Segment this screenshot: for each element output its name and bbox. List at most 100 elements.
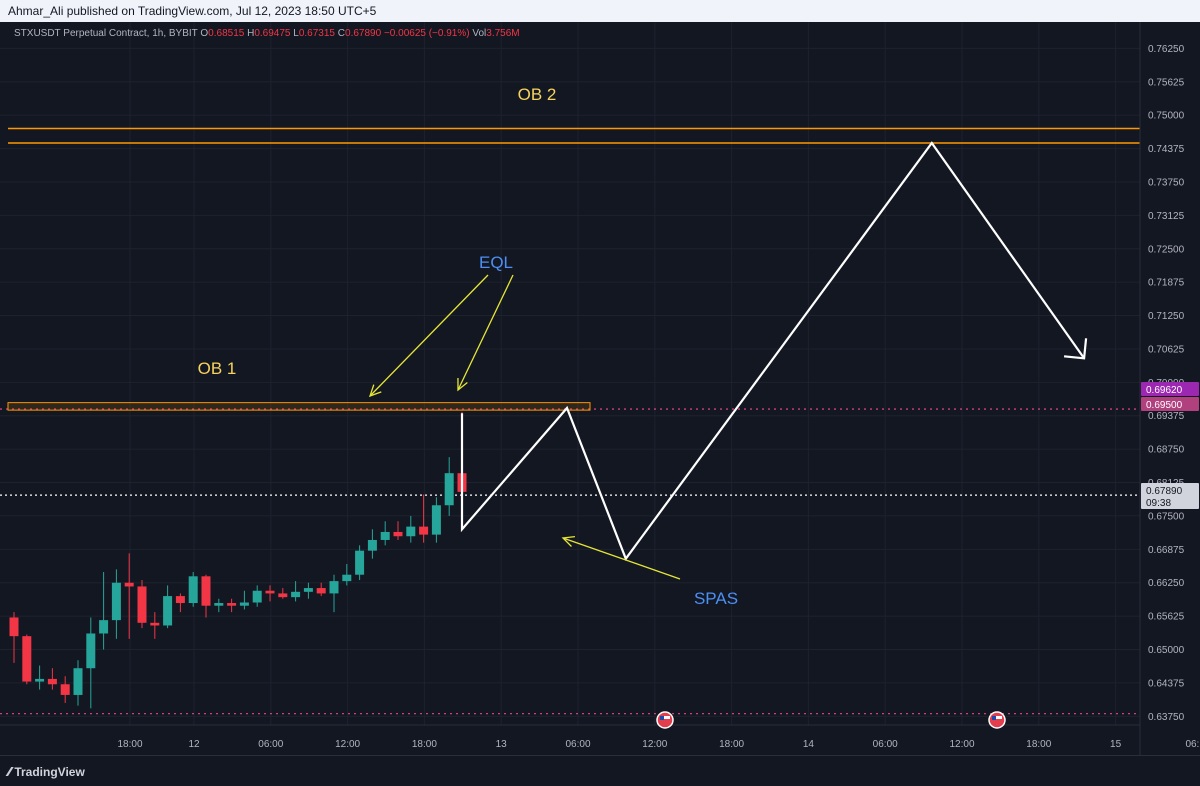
candle-body: [214, 603, 224, 606]
candle-body: [367, 539, 377, 551]
drawings: [460, 141, 1088, 561]
tradingview-logo-icon: ⁄∕: [8, 764, 12, 779]
price-label-text: 0.67890: [1146, 486, 1183, 497]
grid: [0, 22, 1193, 725]
spas-arrow-head: [561, 536, 575, 547]
event-markers: [656, 711, 1006, 729]
price-tick-label: 0.66875: [1148, 545, 1185, 556]
candle-body: [99, 620, 109, 634]
candle-body: [431, 505, 441, 535]
publish-header: Ahmar_Ali published on TradingView.com, …: [0, 0, 1200, 22]
candle-body: [419, 526, 429, 535]
time-tick-label: 06:00: [873, 739, 898, 750]
low-label: L: [293, 28, 299, 39]
price-label-box: [1141, 397, 1199, 411]
time-tick-label: 14: [803, 739, 815, 750]
candle-body: [73, 668, 83, 695]
candle-body: [278, 593, 288, 598]
candle-body: [22, 636, 32, 682]
price-tick-label: 0.69375: [1148, 411, 1185, 422]
candle-body: [47, 678, 57, 685]
chart-canvas[interactable]: OB 2 EQL OB 1 SPAS 0.76250 0.75625 0.75000 0.7…: [0, 22, 1200, 755]
eql-arrow-2-head: [457, 377, 468, 392]
candle-body: [163, 596, 173, 626]
candle-body: [124, 582, 134, 587]
close-value: 0.67890: [345, 28, 382, 39]
publish-header-text: Ahmar_Ali published on TradingView.com, …: [8, 4, 377, 18]
price-tick-label: 0.71875: [1148, 278, 1185, 289]
time-tick-label: 12: [188, 739, 200, 750]
open-value: 0.68515: [208, 28, 245, 39]
candle-body: [86, 633, 96, 669]
time-tick-label: 18:00: [412, 739, 437, 750]
annotation-spas: SPAS: [694, 589, 738, 608]
time-tick-label: 12:00: [642, 739, 667, 750]
time-tick-label: 15: [1110, 739, 1122, 750]
price-tick-label: 0.67500: [1148, 511, 1185, 522]
price-tick-label: 0.71250: [1148, 311, 1185, 322]
price-tick-label: 0.73750: [1148, 177, 1185, 188]
us-flag-event-icon-stripe: [992, 716, 1002, 719]
candle-body: [35, 678, 45, 682]
open-label: O: [200, 28, 209, 39]
close-label: C: [337, 28, 346, 39]
tradingview-logo[interactable]: ⁄∕ TradingView: [8, 764, 85, 779]
candle-body: [175, 596, 185, 604]
price-tick-label: 0.65625: [1148, 612, 1185, 623]
time-tick-label: 12:00: [335, 739, 360, 750]
price-label-countdown: 09:38: [1146, 498, 1171, 509]
candle-body: [393, 531, 403, 537]
annotation-ob-2: OB 2: [518, 85, 557, 104]
high-label: H: [247, 28, 255, 39]
candle-body: [60, 684, 70, 695]
plot-background: [0, 22, 1140, 755]
footer: ⁄∕ TradingView: [0, 755, 1200, 786]
time-tick-label: 12:00: [949, 739, 974, 750]
candle-body: [188, 576, 198, 604]
tradingview-brand: TradingView: [14, 765, 85, 779]
price-tick-label: 0.66250: [1148, 578, 1185, 589]
time-tick-label: 18:00: [1026, 739, 1051, 750]
annotations: OB 2 EQL OB 1 SPAS: [198, 85, 738, 608]
candle-body: [316, 588, 326, 594]
spas-arrow: [562, 537, 681, 580]
us-flag-event-icon-canton: [992, 716, 996, 720]
change-value: −0.00625 (−0.91%): [383, 28, 470, 39]
ob1-zone: [7, 402, 591, 411]
candle-body: [111, 582, 121, 621]
candle-body: [342, 574, 352, 582]
time-tick-label: 13: [496, 739, 508, 750]
candle-body: [201, 576, 211, 606]
projected-path-arrowhead: [1063, 338, 1088, 360]
volume-label: Vol: [472, 28, 487, 39]
symbol-info: STXUSDT Perpetual Contract, 1h, BYBIT O0…: [14, 28, 520, 39]
time-tick-label: 18:00: [719, 739, 744, 750]
eql-arrow-1-head: [368, 384, 382, 398]
candle-body: [406, 526, 416, 537]
price-label-box: [1141, 483, 1199, 509]
us-flag-event-icon-canton: [660, 716, 664, 720]
price-tick-label: 0.64375: [1148, 678, 1185, 689]
symbol-title[interactable]: STXUSDT Perpetual Contract, 1h, BYBIT: [14, 28, 198, 39]
time-tick-label: 18:00: [117, 739, 142, 750]
time-tick-label: 06:00: [565, 739, 590, 750]
candle-body: [9, 617, 19, 637]
candle-body: [227, 603, 237, 606]
time-tick-label: 06:00: [258, 739, 283, 750]
candle-body: [303, 588, 313, 592]
candle-body: [291, 591, 301, 598]
candle-body: [444, 473, 454, 506]
annotation-ob-1: OB 1: [198, 359, 237, 378]
price-label-text: 0.69620: [1146, 385, 1183, 396]
us-flag-event-icon-stripe: [660, 716, 670, 719]
low-value: 0.67315: [298, 28, 335, 39]
annotation-eql: EQL: [479, 253, 513, 272]
price-tick-label: 0.68750: [1148, 445, 1185, 456]
candle-body: [329, 581, 339, 594]
time-tick-label: 06:: [1185, 739, 1199, 750]
price-label-box: [1141, 382, 1199, 396]
volume-value: 3.756M: [486, 28, 520, 39]
candle-body: [239, 602, 249, 606]
us-flag-event-icon: [988, 711, 1006, 729]
